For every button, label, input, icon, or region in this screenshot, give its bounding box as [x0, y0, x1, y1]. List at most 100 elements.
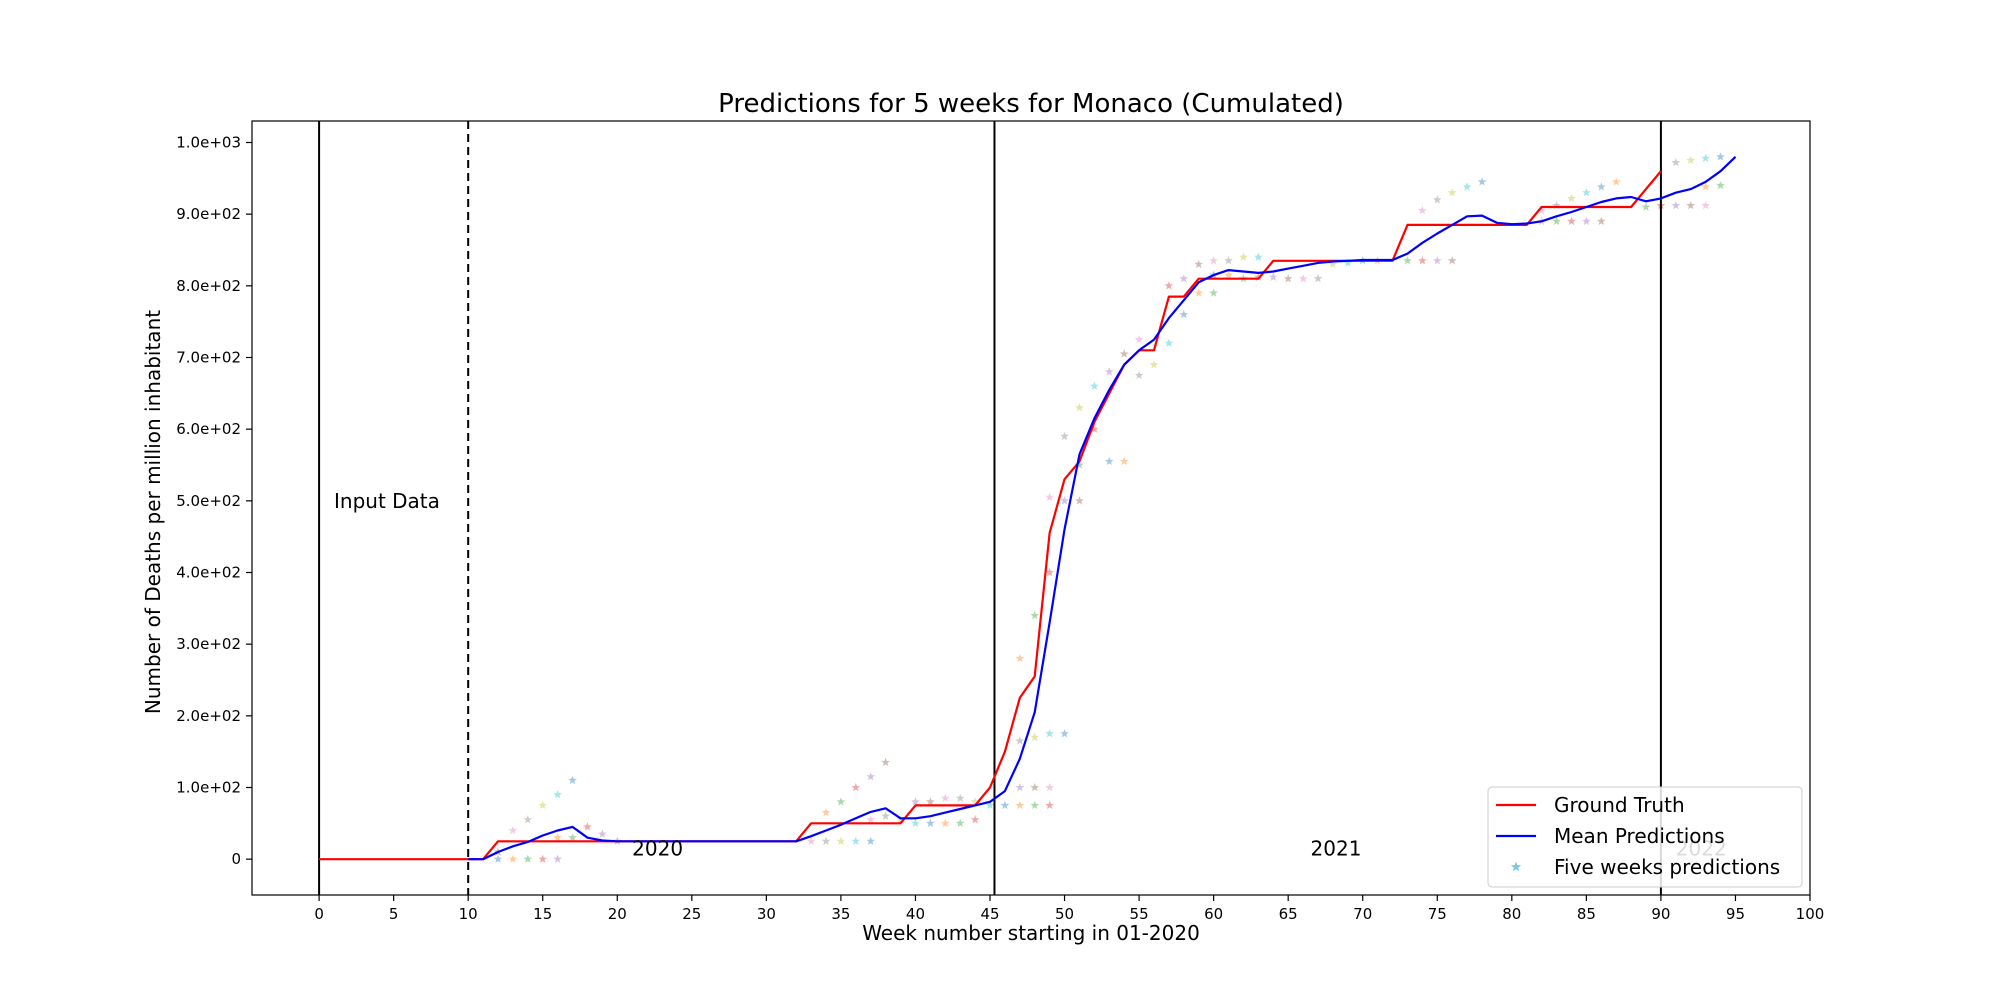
x-axis-title: Week number starting in 01-2020	[862, 921, 1200, 945]
prediction-point	[1045, 567, 1054, 577]
prediction-point	[806, 836, 816, 845]
prediction-point	[821, 808, 831, 817]
prediction-point	[970, 797, 980, 806]
prediction-point	[926, 797, 935, 806]
y-tick-label: 7.0e+02	[176, 349, 241, 367]
prediction-point	[940, 793, 950, 802]
prediction-point	[1701, 201, 1710, 210]
prediction-point	[985, 800, 995, 810]
x-tick-label: 90	[1651, 905, 1670, 923]
prediction-point	[881, 811, 890, 820]
prediction-point	[1149, 360, 1159, 369]
prediction-point	[955, 818, 965, 828]
legend: Ground Truth Mean Predictions Five weeks p…	[1487, 786, 1803, 888]
prediction-point	[1447, 188, 1457, 197]
prediction-point	[1418, 256, 1427, 265]
prediction-point	[1134, 335, 1144, 344]
x-tick-label: 50	[1055, 905, 1074, 923]
prediction-point	[1194, 288, 1204, 297]
prediction-point	[1164, 338, 1174, 347]
prediction-point	[1030, 610, 1040, 620]
x-tick-label: 25	[682, 905, 701, 923]
prediction-point	[911, 797, 920, 806]
prediction-point	[553, 790, 562, 799]
legend-entry: Mean Predictions	[1554, 824, 1725, 848]
prediction-point	[1403, 256, 1412, 265]
prediction-point	[940, 818, 950, 828]
x-tick-label: 5	[389, 905, 399, 923]
y-tick-label: 1.0e+03	[176, 134, 241, 152]
prediction-point	[866, 772, 876, 781]
x-tick-label: 95	[1726, 905, 1745, 923]
x-tick-label: 45	[980, 905, 999, 923]
prediction-point	[1298, 274, 1308, 283]
prediction-point	[1164, 281, 1174, 290]
prediction-point	[1015, 782, 1025, 792]
prediction-point	[1596, 182, 1606, 191]
prediction-point	[836, 836, 846, 845]
x-tick-label: 0	[314, 905, 324, 923]
x-tick-label: 85	[1577, 905, 1596, 923]
prediction-point	[866, 815, 876, 824]
prediction-point	[1119, 456, 1129, 466]
prediction-point	[1224, 256, 1233, 265]
prediction-point	[1045, 782, 1054, 792]
y-axis-title: Number of Deaths per million inhabitant	[141, 310, 165, 714]
prediction-point	[1716, 180, 1725, 190]
prediction-point	[1104, 367, 1114, 376]
annotation: 2020	[632, 837, 683, 861]
prediction-point	[1015, 800, 1025, 810]
prediction-point	[911, 818, 920, 828]
prediction-point	[1641, 202, 1651, 211]
prediction-point	[1701, 182, 1710, 191]
x-tick-label: 70	[1353, 905, 1372, 923]
prediction-point	[1015, 653, 1025, 663]
y-tick-label: 9.0e+02	[176, 205, 241, 223]
prediction-point	[1418, 206, 1427, 215]
prediction-point	[1283, 274, 1293, 283]
x-tick-label: 65	[1279, 905, 1298, 923]
y-tick-label: 2.0e+02	[176, 707, 241, 725]
x-tick-label: 35	[831, 905, 850, 923]
prediction-point	[1209, 288, 1218, 297]
prediction-point	[1075, 460, 1084, 469]
prediction-point	[1611, 177, 1621, 186]
prediction-point	[881, 757, 890, 767]
prediction-point	[1075, 403, 1084, 412]
prediction-point	[1582, 216, 1591, 226]
y-tick-label: 1.0e+02	[176, 779, 241, 797]
annotation: 2021	[1311, 837, 1362, 861]
plot-frame	[251, 120, 1811, 896]
prediction-point	[1537, 206, 1546, 215]
prediction-point	[1075, 496, 1084, 505]
prediction-point	[1671, 158, 1681, 167]
prediction-point	[970, 815, 980, 824]
prediction-point	[866, 836, 876, 845]
prediction-point	[1045, 492, 1054, 501]
y-tick-label: 3.0e+02	[176, 635, 241, 653]
legend-box	[1487, 786, 1803, 888]
prediction-point	[523, 815, 533, 824]
prediction-point	[1716, 152, 1725, 161]
prediction-point	[1268, 272, 1278, 281]
prediction-point	[1567, 193, 1576, 203]
prediction-point	[1596, 216, 1606, 226]
prediction-point	[1432, 195, 1442, 204]
prediction-point	[1030, 782, 1040, 792]
prediction-point	[1104, 456, 1114, 466]
plot-area: Input Data202020212022	[318, 121, 1737, 895]
prediction-point	[1045, 729, 1054, 738]
x-tick-label: 20	[608, 905, 627, 923]
x-tick-label: 30	[757, 905, 776, 923]
prediction-point	[1060, 496, 1069, 505]
prediction-point	[1000, 800, 1010, 810]
prediction-point	[568, 775, 577, 785]
x-tick-label: 10	[459, 905, 478, 923]
prediction-point	[926, 818, 935, 828]
prediction-point	[1194, 259, 1204, 269]
prediction-point	[598, 829, 607, 838]
prediction-point	[836, 797, 846, 806]
y-tick-label: 6.0e+02	[176, 420, 241, 438]
prediction-point	[1239, 252, 1248, 261]
